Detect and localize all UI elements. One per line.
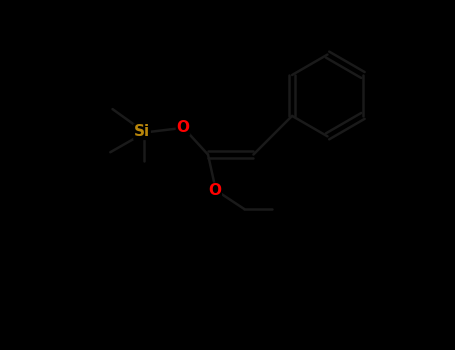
Text: O: O bbox=[208, 183, 221, 198]
Text: Si: Si bbox=[134, 124, 150, 139]
Text: O: O bbox=[177, 120, 189, 135]
